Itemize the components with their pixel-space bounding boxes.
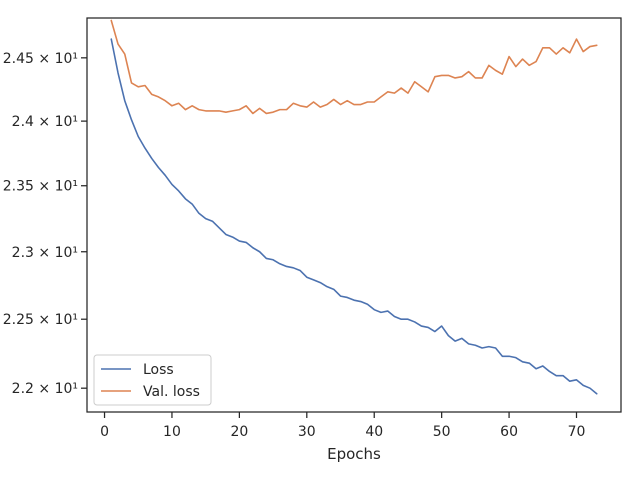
x-tick-label: 0	[100, 424, 109, 440]
legend-label-loss: Loss	[143, 362, 174, 378]
series-line-val-loss	[110, 19, 598, 115]
x-tick-label: 30	[298, 424, 316, 440]
x-tick-label: 50	[433, 424, 451, 440]
legend: Loss Val. loss	[93, 354, 212, 406]
x-axis: 0 10 20 30 40 50 60 70	[100, 412, 585, 440]
series-line-loss	[110, 38, 598, 395]
plot-frame	[86, 17, 622, 413]
x-tick-label: 60	[500, 424, 518, 440]
x-tick-label: 20	[230, 424, 248, 440]
x-axis-label: Epochs	[327, 445, 381, 463]
legend-label-val-loss: Val. loss	[143, 384, 200, 400]
y-tick-label: 2.4 × 10¹	[12, 114, 78, 130]
y-axis: 2.2 × 10¹ 2.25 × 10¹ 2.3 × 10¹ 2.35 × 10¹ 2.…	[3, 51, 87, 397]
y-tick-label: 2.35 × 10¹	[3, 179, 78, 195]
legend-box	[93, 354, 212, 406]
x-tick-label: 40	[365, 424, 383, 440]
y-tick-label: 2.2 × 10¹	[12, 381, 78, 397]
y-tick-label: 2.3 × 10¹	[12, 245, 78, 261]
y-tick-label: 2.25 × 10¹	[3, 312, 78, 328]
x-tick-label: 10	[163, 424, 181, 440]
series-layer	[110, 19, 598, 395]
x-tick-label: 70	[568, 424, 586, 440]
y-tick-label: 2.45 × 10¹	[3, 51, 78, 67]
